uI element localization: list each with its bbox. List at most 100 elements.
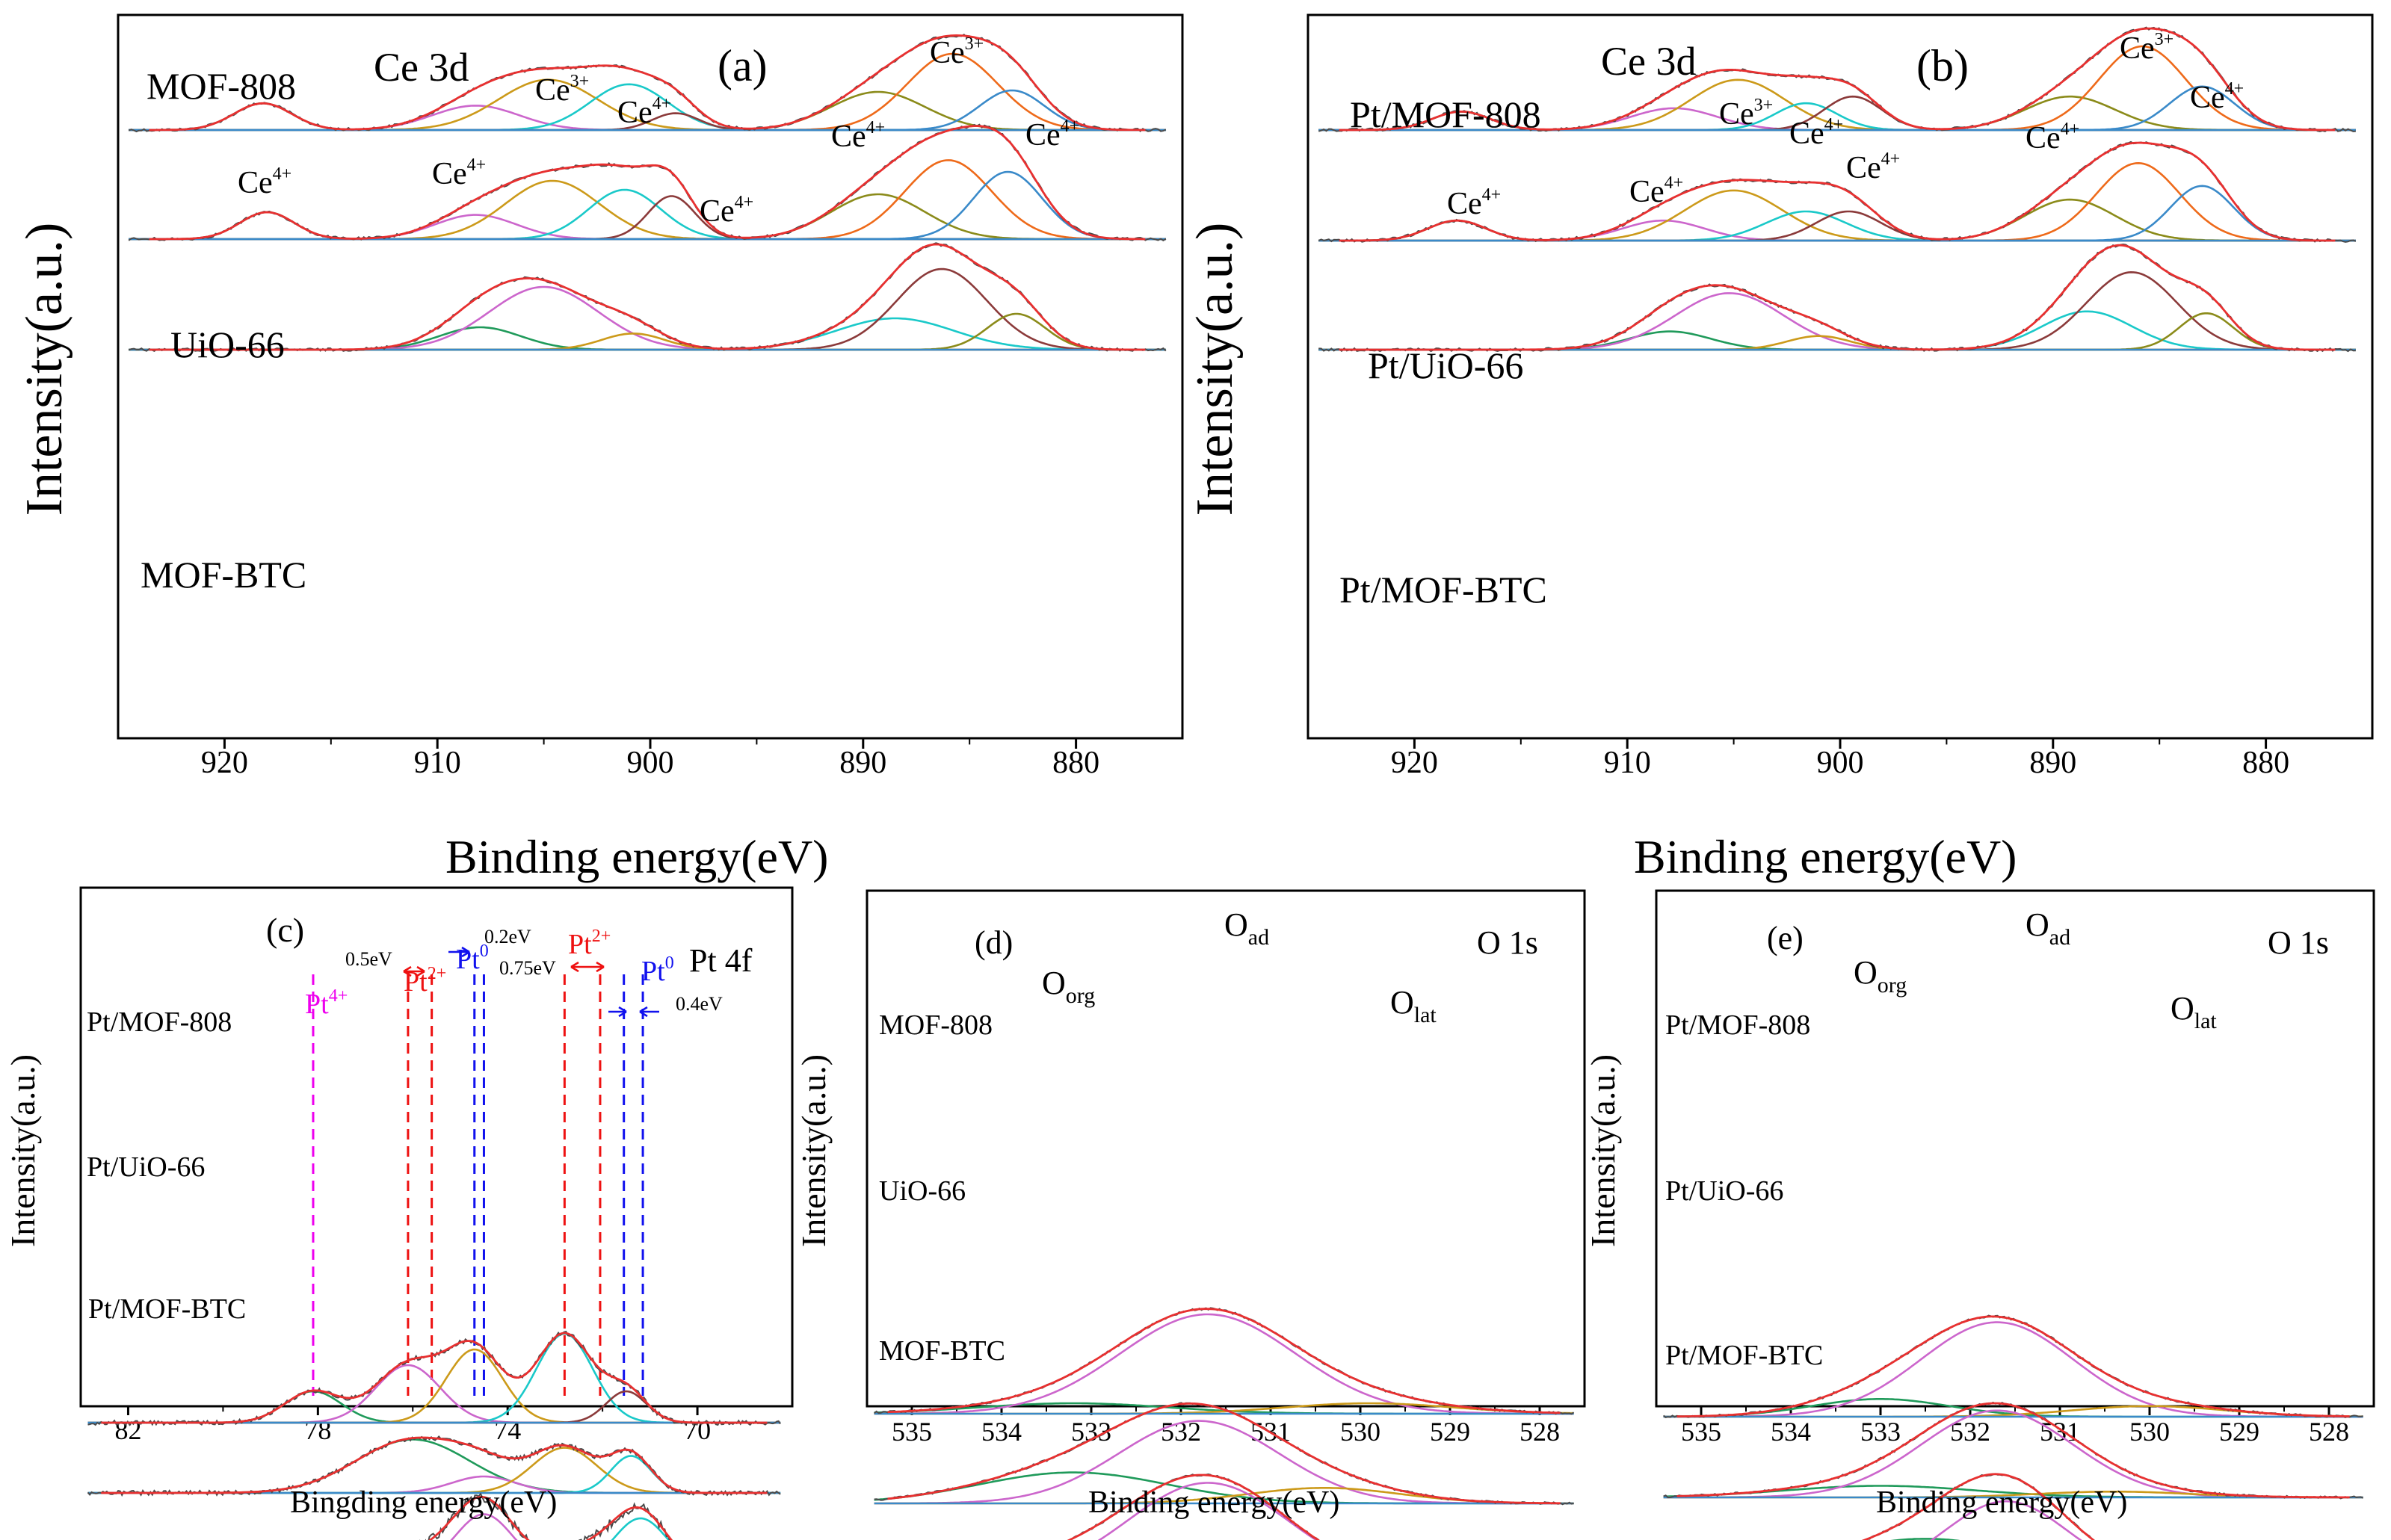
panel-a-sample-3: MOF-BTC	[141, 554, 306, 596]
x-tick-label: 880	[2242, 746, 2289, 780]
panel-c-sample-1: Pt/MOF-808	[87, 1006, 232, 1038]
panel-d-ylabel: Intensity(a.u.)	[795, 1054, 833, 1247]
panel-c-peak-label: Pt0	[641, 953, 674, 987]
panel-b-xlabel: Binding energy(eV)	[1634, 830, 2017, 883]
panel-e-title: O 1s	[2268, 924, 2329, 961]
panel-d-sample-1: MOF-808	[879, 1009, 993, 1041]
panel-d: 535 534 533 532 531 530 529 528 (d) O 1s MOF-80…	[795, 891, 1585, 1540]
fit-envelope	[149, 126, 1146, 239]
panel-b-peak-label: Ce3+	[1719, 96, 1773, 132]
panel-b: 920 910 900 890 880 (b) Ce 3d Pt/MOF-808 Pt/…	[1186, 15, 2372, 780]
panel-c-reference-lines	[313, 974, 643, 1396]
x-tick-label: 890	[839, 746, 886, 780]
panel-c-shift-annotation: 0.75eV	[499, 957, 556, 979]
panel-b-sample-3: Pt/MOF-BTC	[1339, 569, 1547, 610]
panel-b-peak-label: Ce4+	[2190, 79, 2244, 115]
fit-envelope	[101, 1438, 767, 1493]
x-tick-label: 70	[684, 1415, 711, 1445]
panel-a-peak-label: Ce4+	[831, 118, 885, 154]
shift-arrow	[571, 962, 604, 971]
panel-d-frame	[867, 891, 1585, 1406]
x-tick-label: 528	[2309, 1417, 2349, 1447]
fit-envelope	[149, 244, 1146, 350]
fit-envelope	[1339, 245, 2336, 350]
raw-spectrum	[1318, 244, 2356, 351]
fit-envelope	[101, 1333, 767, 1423]
panel-c-label: (c)	[266, 911, 304, 949]
panel-e-peak-label: Oorg	[1854, 954, 1907, 998]
panel-e-xlabel: Binding energy(eV)	[1876, 1485, 2127, 1520]
panel-a-sample-2: UiO-66	[170, 324, 285, 365]
panel-d-label: (d)	[975, 924, 1013, 961]
x-tick-label: 529	[2219, 1417, 2259, 1447]
panel-c-sample-3: Pt/MOF-BTC	[88, 1293, 246, 1325]
panel-a-peak-label: Ce3+	[930, 34, 984, 70]
panel-a-peak-label: Ce4+	[1025, 117, 1079, 152]
xps-figure: 920 910 900 890 880 (a) Ce 3d MOF-808 UiO-66…	[0, 0, 2391, 1540]
x-tick-label: 900	[627, 746, 674, 780]
panel-e-sample-3: Pt/MOF-BTC	[1665, 1340, 1823, 1371]
panel-c-sample-2: Pt/UiO-66	[87, 1151, 205, 1183]
x-tick-label: 910	[414, 746, 461, 780]
panel-a-sample-1: MOF-808	[146, 65, 296, 107]
panel-b-sample-1: Pt/MOF-808	[1350, 93, 1541, 135]
panel-c-title: Pt 4f	[689, 942, 753, 979]
panel-a-xlabel: Binding energy(eV)	[445, 830, 828, 883]
panel-e-sample-2: Pt/UiO-66	[1665, 1175, 1783, 1207]
x-tick-label: 530	[2129, 1417, 2170, 1447]
panel-c-peak-label: Pt4+	[305, 986, 348, 1020]
panel-a-peak-label: Ce4+	[432, 155, 486, 191]
fit-component	[88, 1334, 781, 1423]
panel-d-peak-label: Oad	[1224, 906, 1269, 950]
panel-a-x-ticks: 920 910 900 890 880	[201, 738, 1099, 780]
x-tick-label: 529	[1430, 1417, 1470, 1447]
panel-e-frame	[1656, 891, 2374, 1406]
x-tick-label: 530	[1340, 1417, 1380, 1447]
x-tick-label: 910	[1604, 746, 1651, 780]
panel-c-xlabel: Bingding energy(eV)	[290, 1485, 557, 1520]
panel-e-peak-label: Oad	[2026, 906, 2070, 950]
panel-b-label: (b)	[1916, 41, 1969, 90]
panel-c-shift-annotation: 0.4eV	[676, 993, 723, 1015]
panel-e: 535 534 533 532 531 530 529 528 (e) O 1s Pt/MOF…	[1584, 891, 2374, 1540]
panel-e-ylabel: Intensity(a.u.)	[1584, 1054, 1622, 1247]
panel-c: 82 78 74 70 (c) Pt 4f Pt/MOF-808 Pt/UiO-66 …	[4, 888, 792, 1540]
x-tick-label: 82	[114, 1415, 141, 1445]
panel-e-sample-1: Pt/MOF-808	[1665, 1009, 1810, 1041]
x-tick-label: 535	[892, 1417, 932, 1447]
panel-a: 920 910 900 890 880 (a) Ce 3d MOF-808 UiO-66…	[16, 15, 1182, 780]
raw-spectrum	[88, 1332, 781, 1425]
x-tick-label: 880	[1052, 746, 1099, 780]
x-tick-label: 890	[2029, 746, 2076, 780]
x-tick-label: 532	[1950, 1417, 1990, 1447]
panel-d-sample-3: MOF-BTC	[879, 1335, 1005, 1367]
panel-b-peak-label: Ce4+	[1629, 173, 1683, 209]
panel-a-peak-label: Ce3+	[535, 72, 589, 108]
panel-b-sample-2: Pt/UiO-66	[1368, 344, 1523, 386]
panel-a-peak-label: Ce4+	[617, 94, 671, 130]
x-tick-label: 534	[1771, 1417, 1811, 1447]
x-tick-label: 920	[201, 746, 248, 780]
panel-d-xlabel: Binding energy(eV)	[1088, 1485, 1339, 1520]
panel-c-shift-annotation: 0.2eV	[484, 926, 531, 947]
panel-b-peak-label: Ce4+	[1447, 185, 1501, 221]
x-tick-label: 528	[1520, 1417, 1560, 1447]
panel-b-ylabel: Intensity(a.u.)	[1186, 223, 1244, 516]
panel-b-peak-label: Ce4+	[2026, 120, 2079, 155]
panel-a-ylabel: Intensity(a.u.)	[16, 223, 73, 516]
panel-e-peak-label: Olat	[2171, 990, 2217, 1033]
fit-component	[88, 1365, 781, 1423]
x-tick-label: 74	[494, 1415, 521, 1445]
panel-b-title: Ce 3d	[1601, 39, 1697, 84]
panel-c-peak-label: Pt2+	[568, 927, 611, 960]
panel-e-label: (e)	[1767, 920, 1804, 956]
panel-a-label: (a)	[718, 41, 768, 90]
panel-a-peak-label: Ce4+	[700, 193, 753, 229]
x-tick-label: 900	[1817, 746, 1864, 780]
x-tick-label: 533	[1860, 1417, 1901, 1447]
x-tick-label: 920	[1391, 746, 1438, 780]
panel-c-ylabel: Intensity(a.u.)	[4, 1054, 42, 1247]
panel-c-shift-annotation: 0.5eV	[345, 948, 392, 970]
panel-b-peak-label: Ce4+	[1789, 115, 1843, 151]
panel-d-peak-label: Olat	[1390, 984, 1437, 1027]
